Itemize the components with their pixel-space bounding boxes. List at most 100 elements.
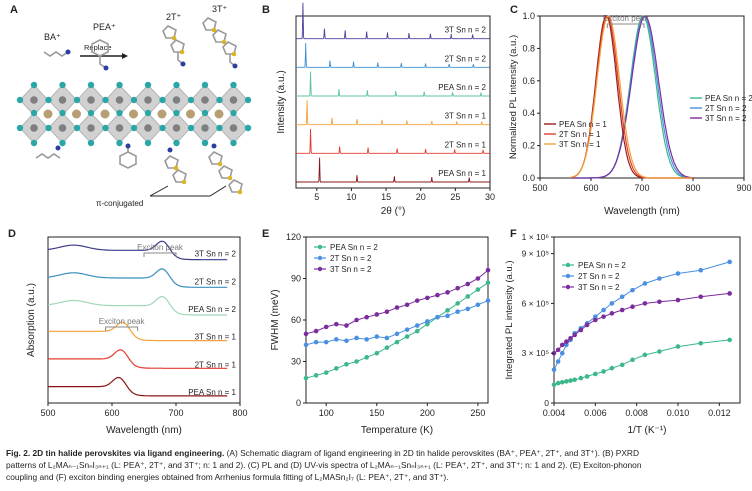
x-axis-label: Wavelength (nm) xyxy=(106,425,182,436)
data-point xyxy=(374,312,380,317)
data-point xyxy=(551,382,557,388)
legend-label: 2T Sn n = 2 xyxy=(705,104,747,113)
series-label: 2T Sn n = 2 xyxy=(195,277,237,286)
data-point xyxy=(698,294,704,300)
data-point xyxy=(364,314,369,320)
iodide-atom xyxy=(16,96,24,104)
replace-label: Replace xyxy=(84,43,112,52)
x-axis-label: 1/T (K⁻¹) xyxy=(628,425,667,436)
xrd-line xyxy=(296,157,490,183)
x-tick-label: 0.004 xyxy=(543,408,566,418)
sulfur-atom xyxy=(231,51,237,57)
legend-label: PEA Sn n = 2 xyxy=(705,94,752,103)
plot-frame xyxy=(47,236,241,404)
series-label: PEA Sn n = 1 xyxy=(188,388,236,397)
data-point xyxy=(475,276,481,281)
series-label: 3T Sn n = 2 xyxy=(195,250,237,259)
tin-atom xyxy=(87,96,95,104)
pl-curve xyxy=(570,15,694,179)
fit-curve xyxy=(553,292,730,354)
figure-caption: Fig. 2. 2D tin halide perovskites via li… xyxy=(6,447,746,483)
y-tick-label: 1 × 10⁶ xyxy=(522,232,549,242)
nitrogen-atom xyxy=(180,61,186,67)
fit-curve xyxy=(305,269,489,335)
tin-atom xyxy=(58,124,67,132)
iodide-atom xyxy=(45,124,52,132)
y-axis-label: FWHM (meV) xyxy=(270,289,281,350)
pi-conjugated-label: π-conjugated xyxy=(96,199,143,208)
iodide-atom xyxy=(244,124,252,132)
iodide-atom xyxy=(30,81,38,89)
cation-label-2t: 2T⁺ xyxy=(166,12,182,22)
iodide-atom xyxy=(130,96,138,104)
data-point xyxy=(465,294,471,299)
data-point xyxy=(455,301,460,306)
data-point xyxy=(572,332,577,338)
ma-cation xyxy=(214,109,224,119)
y-tick-label: 3 × 10⁵ xyxy=(522,348,549,358)
data-point xyxy=(564,339,569,344)
nitrogen-atom xyxy=(103,65,109,71)
series-label: 3T Sn n = 2 xyxy=(445,26,487,35)
tin-atom xyxy=(87,124,95,132)
absorption-curve xyxy=(48,376,228,397)
data-point xyxy=(313,328,319,334)
data-point xyxy=(404,334,410,339)
tin-atom xyxy=(30,96,38,104)
data-point xyxy=(384,309,390,314)
iodide-atom xyxy=(59,81,66,89)
iodide-atom xyxy=(73,96,81,104)
xrd-line xyxy=(296,71,490,97)
data-point xyxy=(445,313,450,319)
pl-curve xyxy=(570,15,693,179)
tin-atom xyxy=(144,124,152,132)
sulfur-atom xyxy=(217,161,223,167)
y-tick-label: 90 xyxy=(291,274,301,284)
pi-bracket xyxy=(149,185,169,197)
x-tick-label: 500 xyxy=(532,183,547,193)
tin-atom xyxy=(115,124,124,132)
data-point xyxy=(584,322,590,328)
legend-marker xyxy=(565,262,571,268)
legend-label: PEA Sn n = 2 xyxy=(578,261,626,270)
iodide-atom xyxy=(144,139,152,147)
data-point xyxy=(642,301,648,306)
x-tick-label: 30 xyxy=(485,192,495,202)
iodide-atom xyxy=(102,96,109,104)
data-point xyxy=(485,298,491,303)
iodide-atom xyxy=(116,81,123,89)
data-point xyxy=(657,349,662,354)
y-tick-label: 9 × 10⁵ xyxy=(522,249,549,259)
iodide-atom xyxy=(230,81,237,89)
data-point xyxy=(455,285,460,291)
iodide-atom xyxy=(230,109,237,117)
data-point xyxy=(698,267,704,273)
data-point xyxy=(344,361,349,367)
series-label: PEA Sn n = 2 xyxy=(438,83,486,92)
data-point xyxy=(374,350,380,356)
series-label: 2T Sn n = 2 xyxy=(445,54,487,63)
data-point xyxy=(578,327,584,333)
sulfur-atom xyxy=(211,27,217,33)
chart-d-absorption: 3T Sn n = 2 2T Sn n = 2 PEA Sn n = 2 3T Sn … xyxy=(26,236,248,436)
ma-cation xyxy=(100,109,110,119)
data-point xyxy=(414,328,420,334)
data-point xyxy=(601,314,606,319)
data-point xyxy=(404,302,410,308)
annotation-bracket xyxy=(105,326,139,331)
caption-title: Fig. 2. 2D tin halide perovskites via li… xyxy=(6,448,225,458)
iodide-atom xyxy=(173,81,180,89)
sulfur-atom xyxy=(227,175,233,181)
y-tick-label: 0.6 xyxy=(522,76,535,86)
annotation-bracket xyxy=(143,252,177,257)
data-point xyxy=(344,323,349,328)
data-point xyxy=(334,321,339,327)
data-point xyxy=(559,342,565,348)
data-point xyxy=(445,308,450,313)
iodide-atom xyxy=(159,124,166,132)
data-point xyxy=(394,305,400,310)
tin-atom xyxy=(201,124,209,132)
data-point xyxy=(727,291,732,296)
annotation-bracket xyxy=(606,23,645,28)
series-label: 3T Sn n = 1 xyxy=(445,112,487,121)
